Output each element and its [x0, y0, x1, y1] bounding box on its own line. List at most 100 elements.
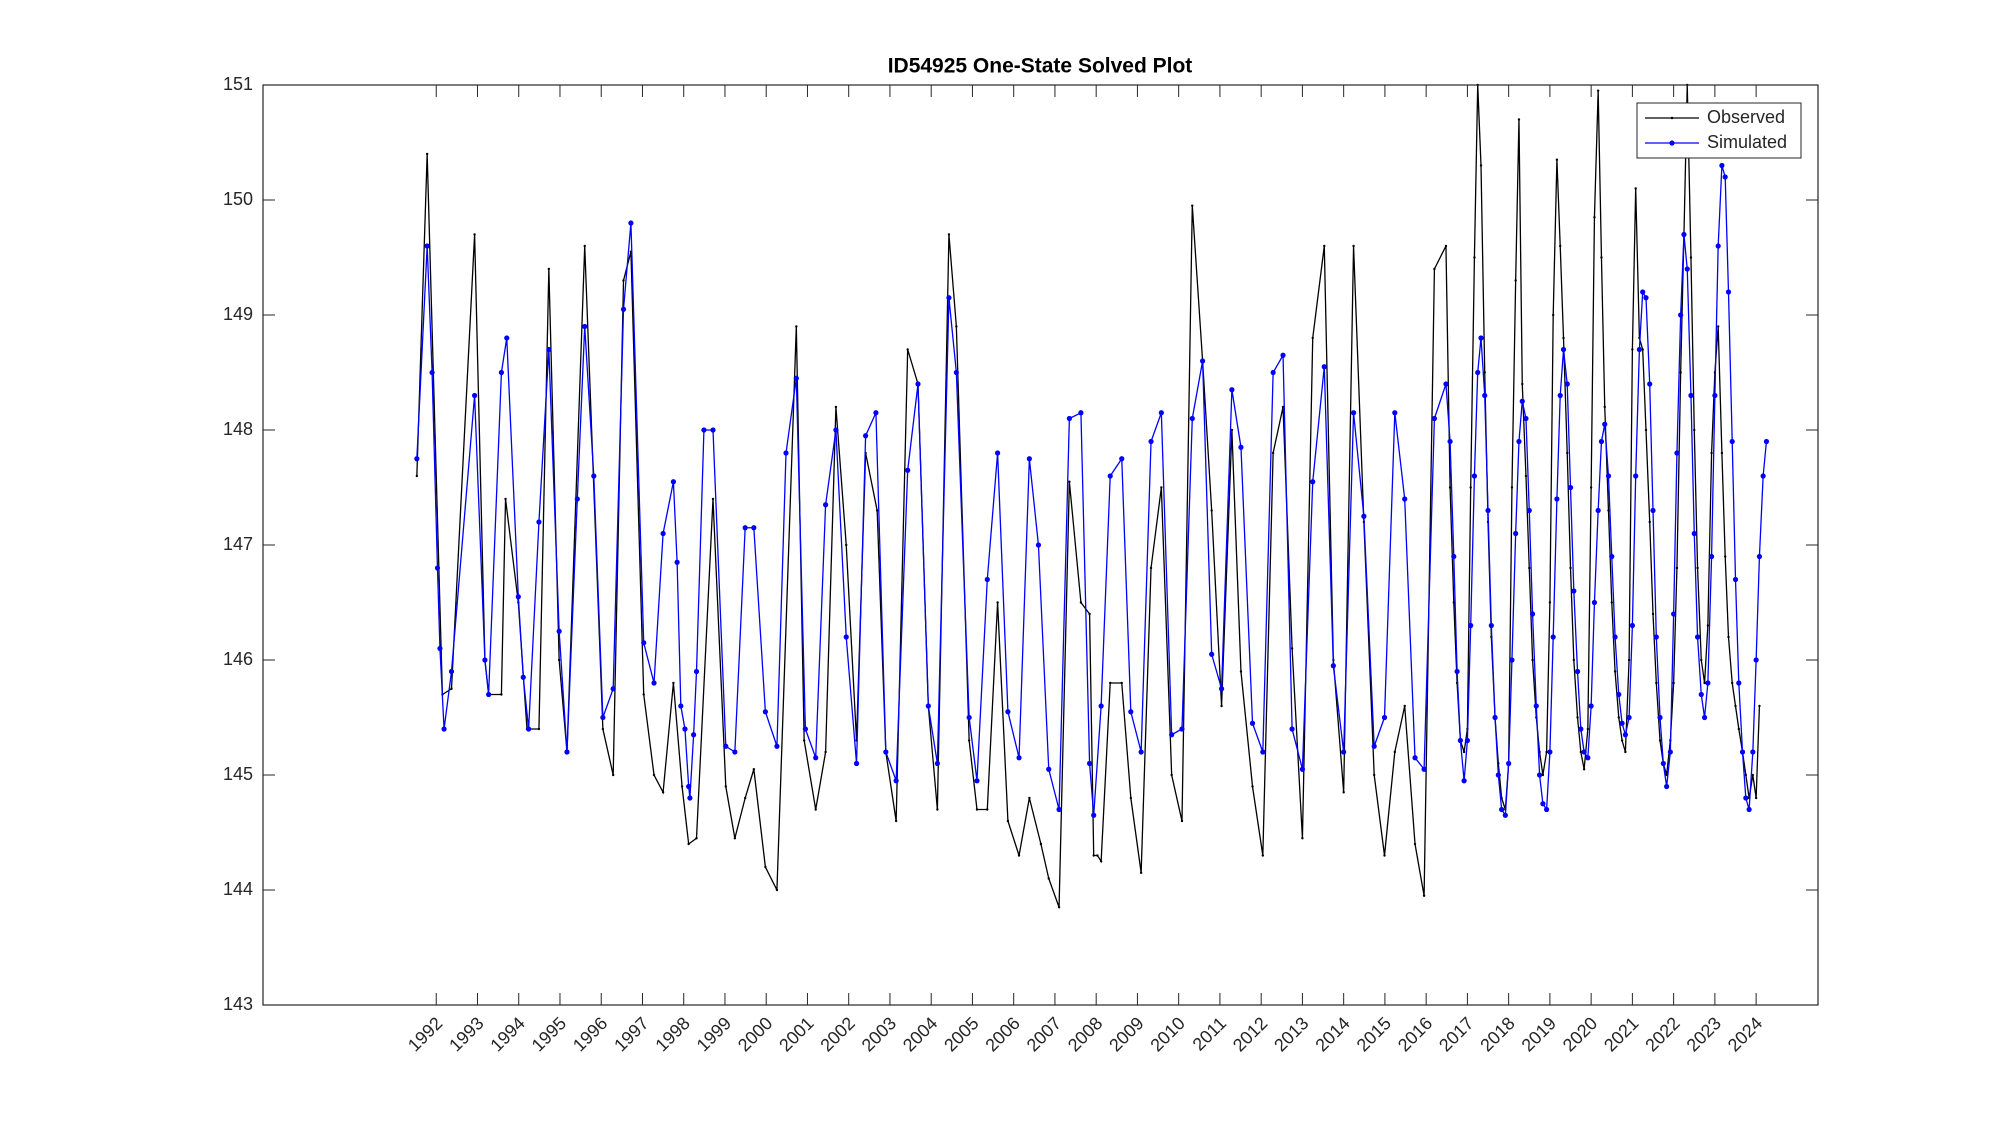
data-point: [1620, 739, 1624, 742]
data-point: [1422, 894, 1426, 897]
data-point: [1600, 256, 1603, 259]
data-point: [1555, 158, 1559, 161]
data-point: [1655, 681, 1658, 685]
data-point: [1392, 410, 1398, 416]
data-point: [762, 709, 768, 715]
data-point: [582, 323, 588, 330]
data-point: [1703, 681, 1706, 685]
data-point: [1622, 732, 1628, 738]
data-point: [1582, 768, 1586, 771]
data-point: [547, 267, 551, 271]
data-point: [1725, 289, 1732, 295]
data-point: [1595, 507, 1601, 514]
data-point: [1750, 749, 1756, 755]
data-point: [1452, 601, 1455, 604]
data-point: [1016, 755, 1022, 761]
data-point: [482, 657, 488, 663]
data-point: [1119, 456, 1125, 462]
data-point: [1613, 670, 1617, 673]
data-point: [1681, 231, 1687, 238]
data-point: [1706, 624, 1710, 627]
data-point: [473, 233, 476, 236]
data-point: [1457, 737, 1463, 744]
data-point: [424, 243, 430, 249]
data-point: [1710, 451, 1713, 455]
y-tick-label: 151: [223, 74, 253, 94]
data-point: [1674, 450, 1680, 456]
data-point: [1524, 474, 1528, 478]
data-point: [1684, 266, 1690, 272]
data-point: [1569, 566, 1572, 570]
data-point: [429, 369, 435, 376]
data-point: [1719, 162, 1725, 169]
data-point: [733, 837, 737, 840]
y-tick-label: 150: [223, 189, 253, 209]
data-point: [1502, 812, 1508, 818]
data-point: [1531, 658, 1534, 662]
data-point: [1092, 854, 1095, 857]
data-point: [1626, 714, 1632, 721]
data-point: [955, 325, 958, 328]
data-point: [693, 668, 700, 675]
data-point: [823, 502, 829, 508]
data-point: [1559, 244, 1562, 248]
data-point: [641, 640, 647, 646]
data-point: [863, 433, 869, 439]
data-point: [1581, 749, 1587, 755]
data-point: [1679, 371, 1682, 374]
data-point: [793, 375, 799, 381]
data-point: [611, 773, 615, 777]
data-point: [1647, 381, 1653, 387]
data-point: [1743, 795, 1749, 801]
y-tick-label: 146: [223, 649, 253, 669]
data-point: [557, 658, 561, 662]
data-point: [1068, 480, 1071, 483]
data-point: [1088, 612, 1091, 616]
data-point: [691, 732, 697, 738]
data-point: [1209, 651, 1215, 657]
data-point: [1526, 507, 1532, 514]
data-point: [1760, 473, 1766, 479]
data-point: [1516, 438, 1522, 445]
data-point: [883, 749, 889, 755]
data-point: [1578, 726, 1584, 732]
data-point: [723, 743, 729, 749]
data-point: [414, 456, 420, 462]
data-point: [670, 479, 677, 485]
data-point: [1078, 410, 1084, 416]
data-point: [1220, 704, 1223, 708]
data-point: [1616, 691, 1622, 698]
data-point: [1289, 726, 1295, 732]
data-point: [1513, 530, 1519, 537]
data-point: [1169, 732, 1175, 738]
data-point: [764, 865, 767, 869]
data-point: [1251, 785, 1254, 788]
data-point: [1098, 703, 1104, 709]
data-point: [1658, 739, 1662, 742]
data-point: [1402, 496, 1408, 502]
data-point: [1624, 750, 1627, 754]
data-point: [583, 244, 586, 248]
data-point: [1323, 244, 1326, 248]
y-tick-label: 148: [223, 419, 253, 439]
data-point: [1693, 428, 1696, 432]
data-point: [1716, 325, 1720, 328]
data-point: [1732, 576, 1739, 583]
data-point: [1310, 479, 1316, 485]
data-point: [1191, 204, 1194, 207]
data-point: [873, 410, 879, 416]
axes-box: [262, 84, 1819, 1006]
data-point: [906, 348, 909, 351]
data-point: [1753, 657, 1759, 663]
data-point: [752, 768, 756, 771]
data-point: [1301, 837, 1304, 840]
data-point: [1731, 681, 1734, 685]
data-point: [1107, 473, 1113, 479]
data-point: [1705, 680, 1711, 686]
series: [415, 83, 1761, 909]
data-point: [1478, 335, 1484, 341]
data-point: [795, 325, 798, 328]
data-point: [1598, 438, 1605, 445]
data-point: [1086, 760, 1093, 767]
data-point: [441, 726, 447, 732]
